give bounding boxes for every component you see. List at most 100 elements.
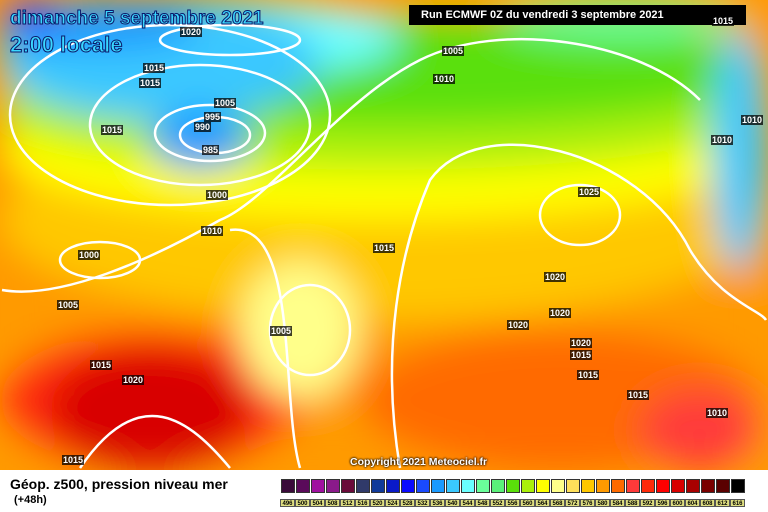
isobar-label: 1015 [577, 370, 600, 380]
isobar-label: 1000 [78, 250, 101, 260]
isobar-label: 1015 [627, 390, 650, 400]
color-scale [281, 479, 746, 493]
color-swatch [491, 479, 505, 493]
color-swatch [356, 479, 370, 493]
scale-label: 588 [625, 499, 640, 507]
lead-time: (+48h) [14, 494, 47, 506]
isobar-label: 985 [202, 145, 220, 155]
scale-label: 508 [325, 499, 340, 507]
isobar-label: 1005 [57, 300, 80, 310]
scale-label: 552 [490, 499, 505, 507]
scale-label: 616 [730, 499, 745, 507]
color-swatch [581, 479, 595, 493]
scale-label: 496 [280, 499, 295, 507]
isobar-label: 1005 [270, 326, 293, 336]
scale-label: 568 [550, 499, 565, 507]
isobar-label: 1000 [206, 190, 229, 200]
isobar-label: 1005 [214, 98, 237, 108]
color-swatch [671, 479, 685, 493]
isobar-label: 1010 [433, 74, 456, 84]
color-swatch [521, 479, 535, 493]
field-label: Géop. z500, pression niveau mer [10, 476, 228, 492]
isobar-label: 1015 [62, 455, 85, 465]
isobar-label: 995 [204, 112, 222, 122]
color-swatch [461, 479, 475, 493]
color-swatch [446, 479, 460, 493]
isobar-label: 1020 [507, 320, 530, 330]
scale-label: 520 [370, 499, 385, 507]
scale-label: 540 [445, 499, 460, 507]
run-info: Run ECMWF 0Z du vendredi 3 septembre 202… [409, 5, 746, 25]
legend-footer: Géop. z500, pression niveau mer (+48h) 4… [0, 470, 768, 512]
isobar-label: 1020 [549, 308, 572, 318]
scale-label: 556 [505, 499, 520, 507]
color-swatch [626, 479, 640, 493]
scale-label: 564 [535, 499, 550, 507]
scale-label: 604 [685, 499, 700, 507]
isobar-label: 1015 [712, 16, 735, 26]
isobar-label: 1015 [373, 243, 396, 253]
color-swatch [431, 479, 445, 493]
forecast-time: 2:00 locale [10, 32, 124, 58]
isobar-label: 1010 [741, 115, 764, 125]
color-swatch [656, 479, 670, 493]
scale-label: 524 [385, 499, 400, 507]
scale-label: 608 [700, 499, 715, 507]
color-swatch [701, 479, 715, 493]
color-scale-labels: 496 500 504 508 512 516 520 524 528 532 536 540 544 5… [280, 499, 745, 507]
isobar-label: 1005 [442, 46, 465, 56]
color-swatch [536, 479, 550, 493]
scale-label: 612 [715, 499, 730, 507]
isobar-label: 1015 [143, 63, 166, 73]
color-swatch [281, 479, 295, 493]
scale-label: 600 [670, 499, 685, 507]
isobar-label: 1010 [711, 135, 734, 145]
scale-label: 592 [640, 499, 655, 507]
isobar-label: 1020 [180, 27, 203, 37]
isobar-label: 1020 [570, 338, 593, 348]
scale-label: 532 [415, 499, 430, 507]
color-swatch [611, 479, 625, 493]
isobar-label: 1020 [544, 272, 567, 282]
isobar-label: 1015 [570, 350, 593, 360]
scale-label: 560 [520, 499, 535, 507]
scale-label: 544 [460, 499, 475, 507]
scale-label: 572 [565, 499, 580, 507]
color-swatch [416, 479, 430, 493]
color-swatch [296, 479, 310, 493]
isobar-label: 1015 [90, 360, 113, 370]
color-swatch [371, 479, 385, 493]
scale-label: 584 [610, 499, 625, 507]
scale-label: 548 [475, 499, 490, 507]
isobar-label: 1010 [201, 226, 224, 236]
color-swatch [341, 479, 355, 493]
scale-label: 504 [310, 499, 325, 507]
copyright: Copyright 2021 Meteociel.fr [350, 456, 488, 468]
scale-label: 516 [355, 499, 370, 507]
color-swatch [566, 479, 580, 493]
isobar-label: 990 [194, 122, 212, 132]
color-swatch [506, 479, 520, 493]
isobar-label: 1020 [122, 375, 145, 385]
scale-label: 576 [580, 499, 595, 507]
isobar-label: 1010 [706, 408, 729, 418]
isobar-label: 1015 [139, 78, 162, 88]
scale-label: 580 [595, 499, 610, 507]
color-swatch [311, 479, 325, 493]
color-swatch [386, 479, 400, 493]
isobar-label: 1025 [578, 187, 601, 197]
color-swatch [401, 479, 415, 493]
scale-label: 528 [400, 499, 415, 507]
color-swatch [641, 479, 655, 493]
scale-label: 596 [655, 499, 670, 507]
scale-label: 512 [340, 499, 355, 507]
scale-label: 500 [295, 499, 310, 507]
scale-label: 536 [430, 499, 445, 507]
color-swatch [326, 479, 340, 493]
forecast-date: dimanche 5 septembre 2021 [9, 8, 264, 30]
color-swatch [716, 479, 730, 493]
color-swatch [686, 479, 700, 493]
weather-map [0, 0, 768, 470]
color-swatch [731, 479, 745, 493]
color-swatch [551, 479, 565, 493]
